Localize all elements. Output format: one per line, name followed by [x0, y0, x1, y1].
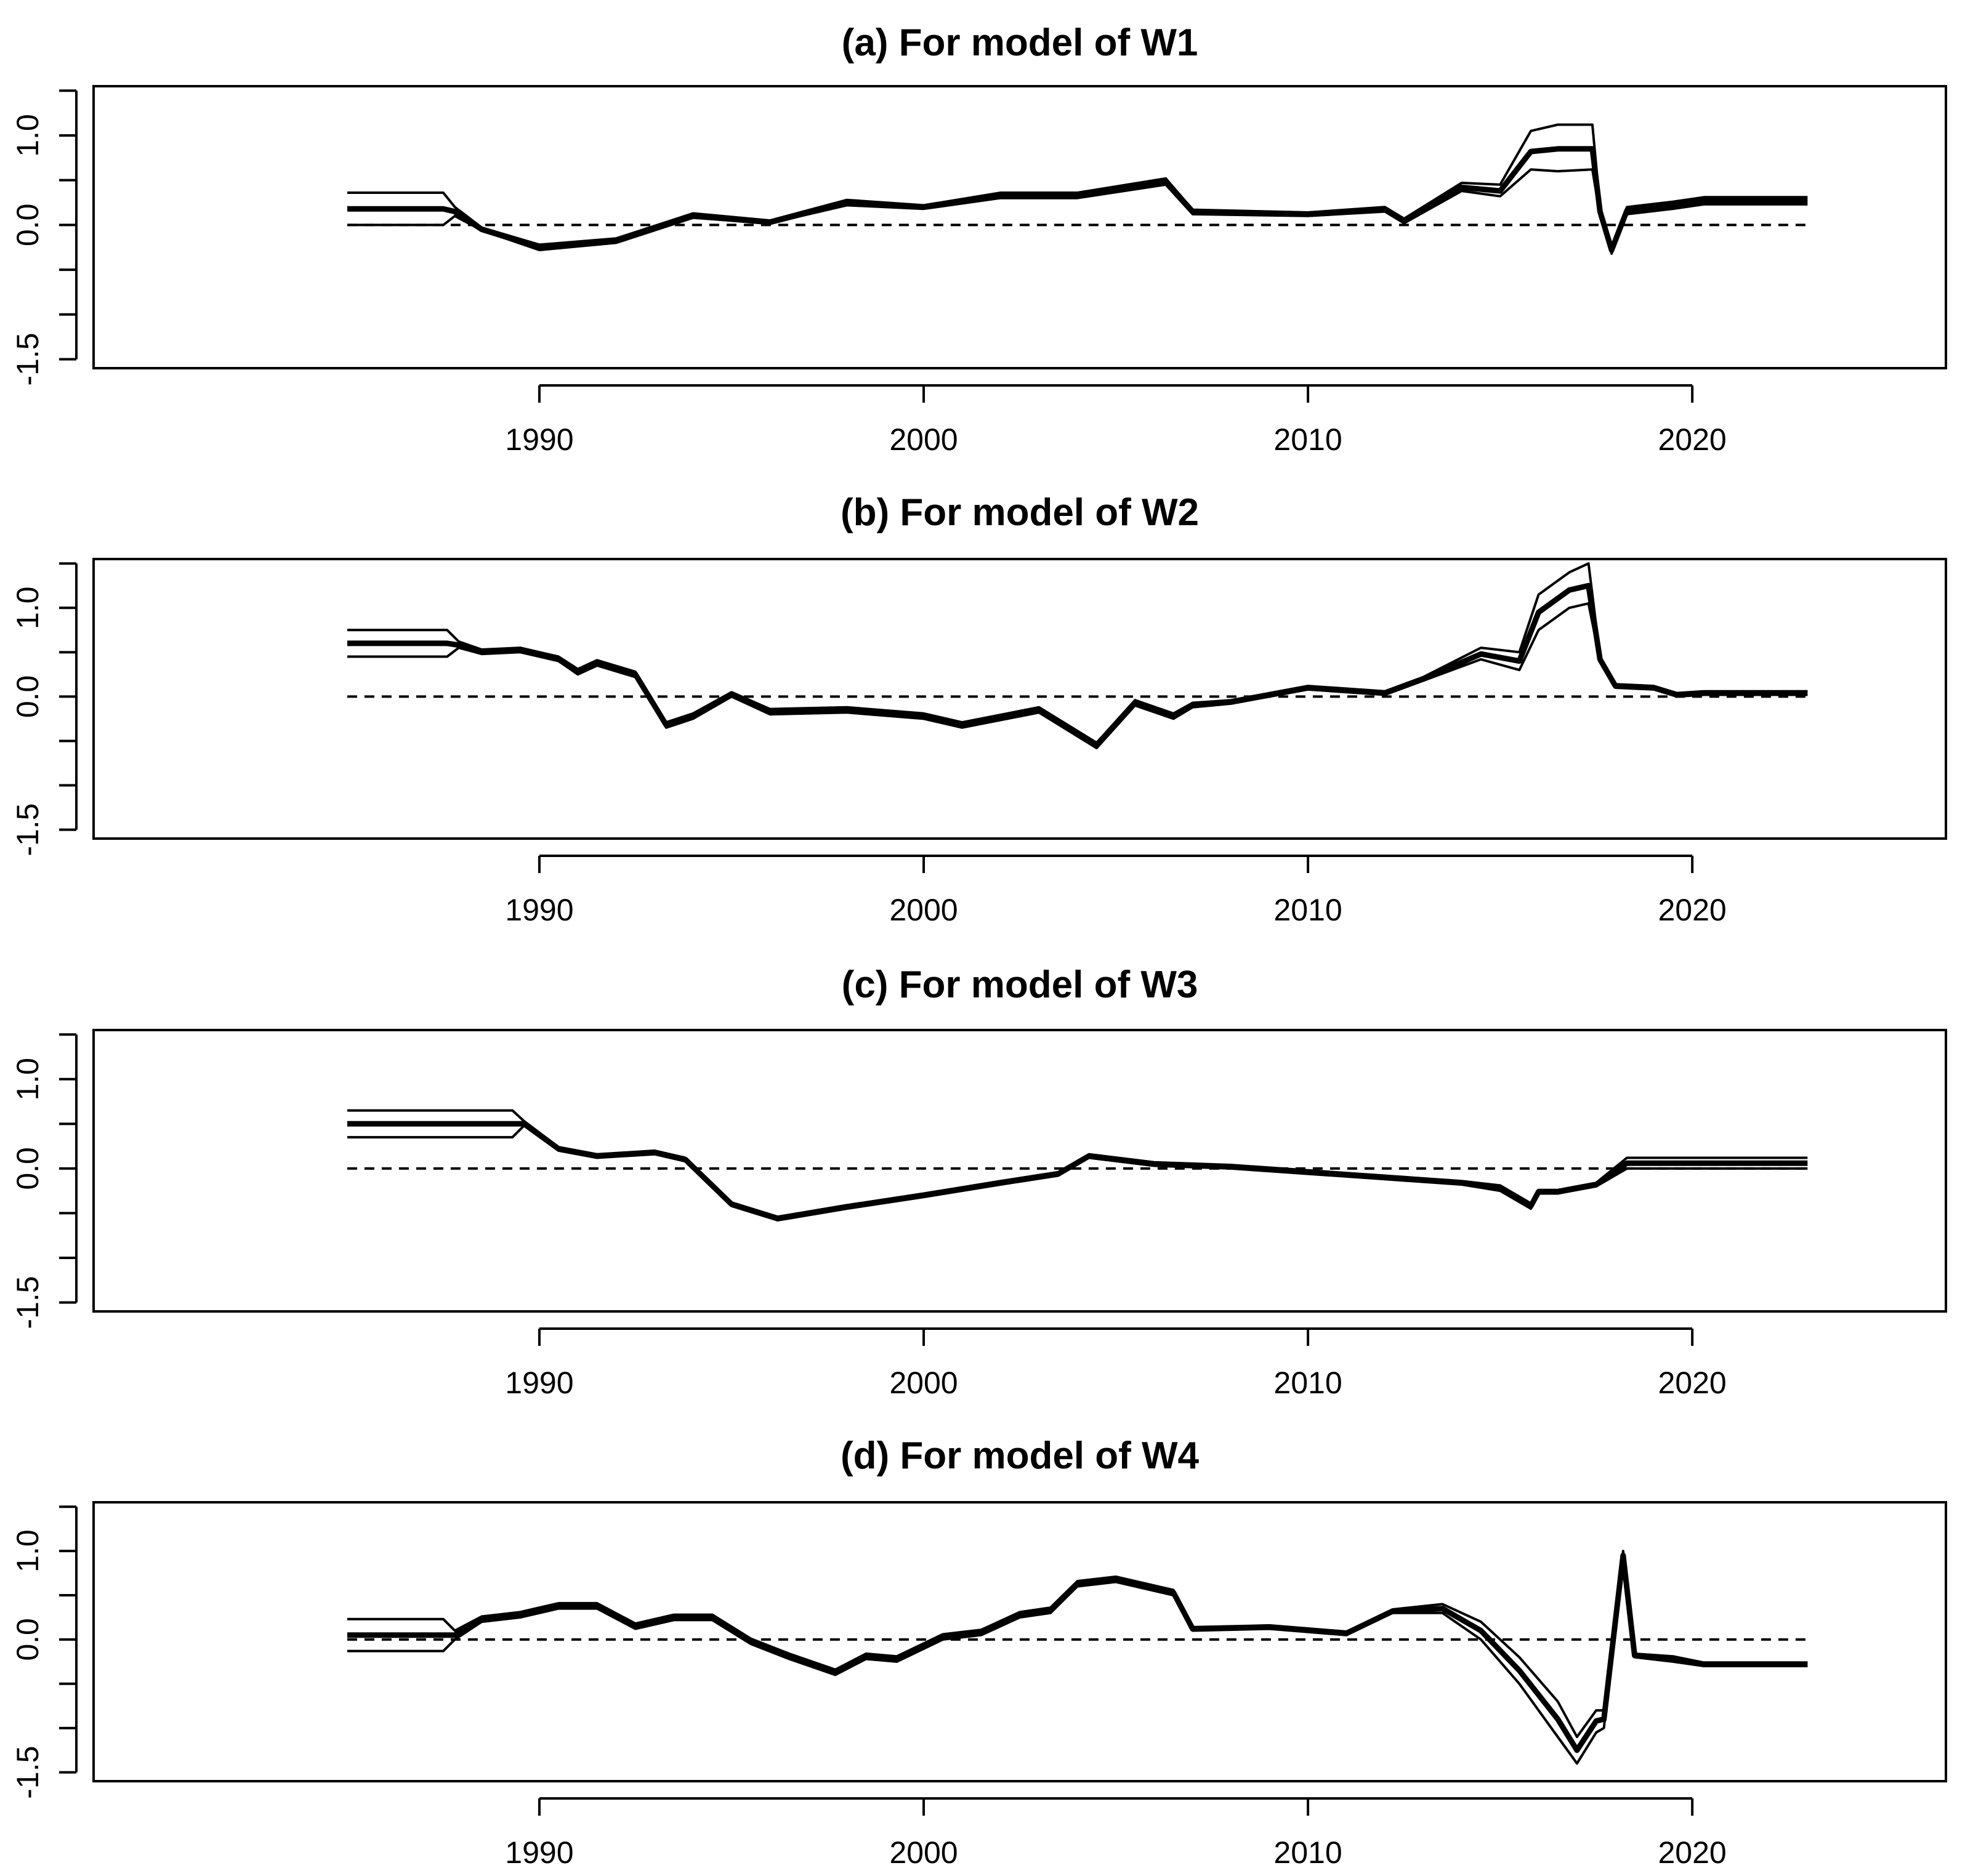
y-tick-label: -1.5	[10, 1276, 45, 1329]
chart-panel-3: (c) For model of W3 -1.5 0.0 1.0 1990 2000 201…	[10, 964, 1947, 1400]
y-tick-label: 1.0	[10, 587, 45, 630]
x-tick-label: 2000	[889, 422, 958, 457]
chart-panel-1: (a) For model of W1 -1.5 0.0 1.0 1990 2000 201…	[10, 22, 1947, 457]
y-tick-label: 1.0	[10, 1529, 45, 1572]
estimate-line	[347, 1552, 1808, 1753]
panel-title: (d) For model of W4	[841, 1435, 1200, 1477]
estimate-line	[347, 582, 1808, 749]
plot-frame	[92, 1029, 1947, 1313]
estimate-line	[347, 1121, 1808, 1222]
y-tick-label: 0.0	[10, 675, 45, 719]
y-tick-label: 1.0	[10, 114, 45, 157]
x-tick-label: 2000	[889, 1366, 958, 1400]
y-tick-label: 1.0	[10, 1058, 45, 1101]
estimate-line	[347, 146, 1808, 253]
upper-bound-line	[347, 123, 1808, 248]
panel-title: (a) For model of W1	[842, 22, 1198, 64]
x-tick-label: 2020	[1658, 1835, 1726, 1870]
chart-panel-2: (b) For model of W2 -1.5 0.0 1.0 1990 2000 201…	[10, 491, 1947, 927]
panel-title: (b) For model of W2	[841, 491, 1199, 534]
x-tick-label: 1990	[505, 1835, 573, 1870]
chart-panel-4: (d) For model of W4 -1.5 0.0 1.0 1990 2000 201…	[10, 1435, 1947, 1870]
x-tick-label: 2010	[1273, 1366, 1342, 1400]
x-tick-label: 2010	[1273, 422, 1342, 457]
x-tick-label: 1990	[505, 422, 573, 457]
x-tick-label: 2020	[1658, 422, 1726, 457]
x-tick-label: 2020	[1658, 1366, 1726, 1400]
panel-title: (c) For model of W3	[842, 964, 1198, 1006]
x-tick-label: 2020	[1658, 893, 1726, 927]
x-tick-label: 2000	[889, 893, 958, 927]
x-tick-label: 2010	[1273, 893, 1342, 927]
lower-bound-line	[347, 602, 1808, 749]
y-tick-label: -1.5	[10, 332, 45, 385]
x-tick-label: 1990	[505, 893, 573, 927]
upper-bound-line	[347, 562, 1808, 744]
y-tick-label: 0.0	[10, 1147, 45, 1190]
plot-frame	[92, 85, 1947, 369]
x-tick-label: 1990	[505, 1366, 573, 1400]
y-tick-label: 0.0	[10, 204, 45, 247]
y-tick-label: 0.0	[10, 1618, 45, 1661]
lower-bound-line	[347, 168, 1808, 255]
y-tick-label: -1.5	[10, 803, 45, 856]
y-tick-label: -1.5	[10, 1746, 45, 1799]
x-tick-label: 2000	[889, 1835, 958, 1870]
lower-bound-line	[347, 1124, 1808, 1222]
upper-bound-line	[347, 1550, 1808, 1739]
plot-frame	[92, 558, 1947, 840]
upper-bound-line	[347, 1109, 1808, 1218]
x-tick-label: 2010	[1273, 1835, 1342, 1870]
plot-frame	[92, 1501, 1947, 1782]
